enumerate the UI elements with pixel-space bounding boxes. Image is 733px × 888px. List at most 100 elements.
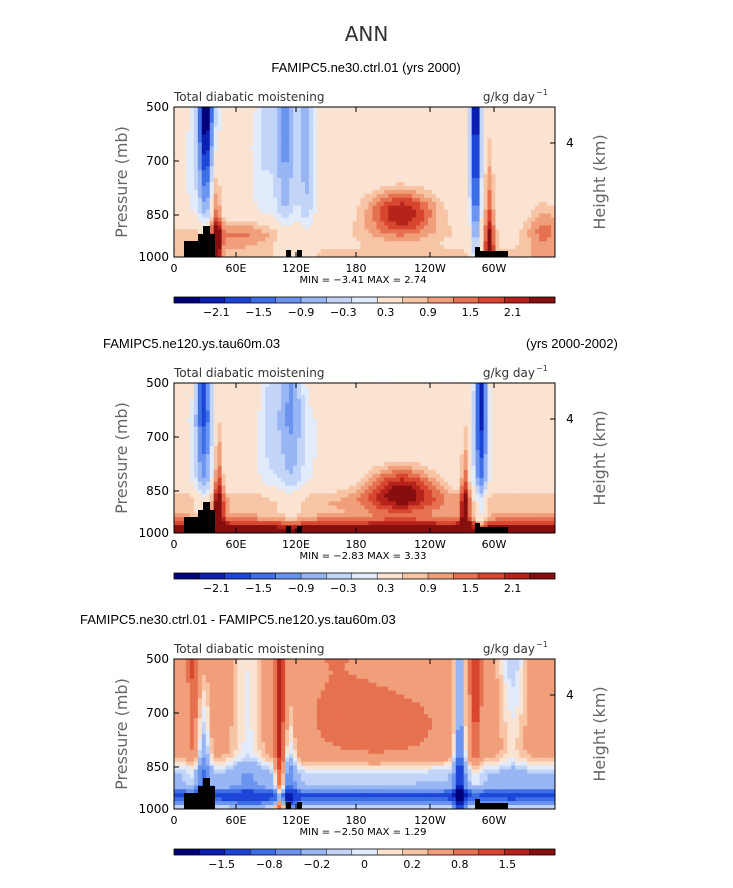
heatmap-cell — [519, 134, 524, 140]
heatmap-cell — [400, 122, 405, 128]
heatmap-cell — [181, 221, 187, 226]
heatmap-cell — [265, 166, 270, 171]
heatmap-cell — [515, 229, 520, 234]
heatmap-cell — [221, 201, 227, 207]
heatmap-cell — [241, 174, 246, 179]
heatmap-cell — [527, 229, 532, 234]
heatmap-cell — [312, 217, 318, 222]
heatmap-cell — [174, 418, 179, 423]
heatmap-cell — [503, 134, 508, 140]
heatmap-cell — [507, 107, 512, 112]
heatmap-cell — [372, 209, 377, 215]
heatmap-cell — [499, 225, 504, 230]
heatmap-cell — [217, 434, 223, 439]
heatmap-cell — [424, 146, 429, 151]
heatmap-cell — [420, 170, 425, 175]
heatmap-cell — [392, 107, 397, 112]
heatmap-cell — [205, 221, 211, 226]
heatmap-cell — [308, 241, 314, 246]
heatmap-cell — [225, 485, 231, 491]
heatmap-cell — [177, 390, 183, 396]
heatmap-cell — [269, 146, 274, 151]
heatmap-cell — [316, 189, 322, 195]
heatmap-cell — [471, 126, 477, 132]
heatmap-cell — [181, 189, 187, 195]
heatmap-cell — [531, 209, 536, 215]
heatmap-cell — [451, 126, 457, 132]
heatmap-cell — [380, 110, 385, 116]
heatmap-cell — [221, 521, 227, 526]
heatmap-cell — [253, 422, 258, 427]
heatmap-cell — [459, 142, 465, 147]
heatmap-cell — [483, 217, 489, 222]
heatmap-cell — [416, 193, 421, 199]
heatmap-cell — [439, 217, 445, 222]
heatmap-cell — [213, 394, 219, 400]
heatmap-cell — [551, 162, 556, 167]
heatmap-cell — [257, 517, 262, 522]
heatmap-cell — [181, 217, 187, 222]
heatmap-cell — [495, 138, 500, 144]
heatmap-cell — [269, 386, 274, 392]
heatmap-cell — [527, 249, 532, 254]
heatmap-cell — [400, 233, 405, 238]
heatmap-cell — [459, 126, 465, 132]
heatmap-cell — [368, 253, 373, 258]
heatmap-cell — [344, 213, 350, 219]
heatmap-cell — [447, 142, 453, 147]
heatmap-cell — [233, 410, 238, 416]
heatmap-cell — [225, 442, 231, 447]
heatmap-cell — [455, 185, 461, 191]
heatmap-cell — [360, 209, 365, 215]
heatmap-cell — [281, 383, 286, 388]
heatmap-cell — [293, 473, 298, 479]
heatmap-cell — [241, 154, 246, 159]
heatmap-cell — [475, 150, 481, 155]
heatmap-cell — [265, 430, 270, 435]
heatmap-cell — [420, 217, 425, 222]
heatmap-cell — [205, 390, 211, 396]
heatmap-cell — [281, 410, 286, 416]
heatmap-cell — [499, 126, 504, 132]
heatmap-cell — [519, 225, 524, 230]
heatmap-cell — [293, 162, 298, 167]
heatmap-cell — [356, 107, 362, 112]
heatmap-cell — [285, 185, 290, 191]
heatmap-cell — [213, 178, 219, 183]
x-tick-label: 60W — [482, 262, 507, 275]
heatmap-cell — [197, 189, 203, 195]
heatmap-cell — [273, 201, 278, 207]
heatmap-cell — [281, 481, 286, 487]
heatmap-cell — [487, 182, 492, 187]
heatmap-cell — [281, 185, 286, 191]
heatmap-cell — [428, 118, 433, 124]
heatmap-cell — [479, 142, 485, 147]
heatmap-cell — [293, 481, 298, 487]
heatmap-cell — [507, 142, 512, 147]
heatmap-cell — [356, 249, 362, 254]
heatmap-cell — [304, 178, 310, 183]
heatmap-cell — [241, 410, 246, 416]
heatmap-cell — [455, 245, 461, 250]
heatmap-cell — [364, 166, 369, 171]
heatmap-cell — [273, 174, 278, 179]
heatmap-cell — [428, 146, 433, 151]
heatmap-cell — [316, 241, 322, 246]
heatmap-cell — [348, 110, 354, 116]
heatmap-cell — [281, 162, 286, 167]
heatmap-cell — [265, 481, 270, 487]
heatmap-cell — [511, 189, 516, 195]
heatmap-cell — [356, 217, 362, 222]
heatmap-cell — [531, 110, 536, 116]
heatmap-cell — [237, 461, 242, 467]
heatmap-cell — [368, 150, 373, 155]
heatmap-cell — [388, 174, 393, 179]
heatmap-cell — [253, 485, 258, 491]
heatmap-cell — [181, 509, 187, 514]
heatmap-cell — [451, 154, 457, 159]
heatmap-cell — [253, 394, 258, 400]
heatmap-cell — [189, 229, 195, 234]
heatmap-cell — [273, 189, 278, 195]
heatmap-cell — [293, 178, 298, 183]
heatmap-cell — [451, 209, 457, 215]
